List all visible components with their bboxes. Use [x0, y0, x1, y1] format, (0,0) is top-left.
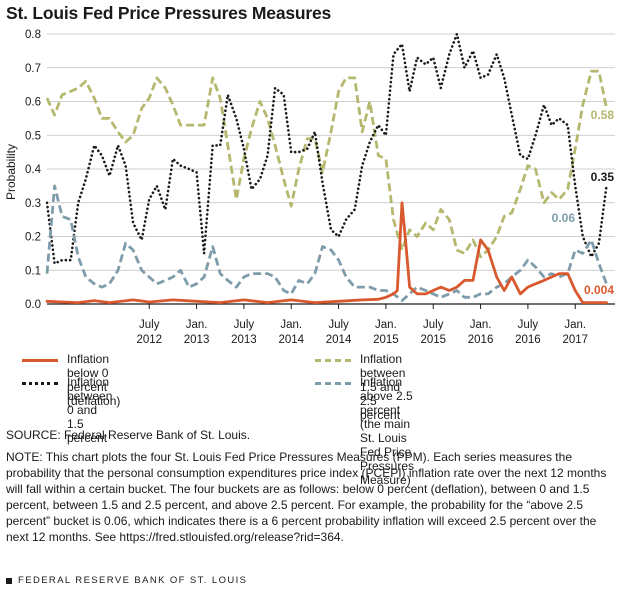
legend-label-0-to-1-5: Inflation between 0 and 1.5 percent: [67, 375, 113, 445]
grid: [47, 33, 615, 271]
legend-label-1-5-to-2-5: Inflation between 1.5 and 2.5 percent: [360, 352, 406, 422]
legend-item-above-2-5: Inflation above 2.5 percent (the main St…: [315, 375, 414, 487]
legend-swatch-0-to-1-5: [22, 382, 58, 385]
x-tick-month: Jan.: [280, 319, 302, 331]
legend-item-deflation: Inflation below 0 percent (deflation): [22, 352, 120, 408]
x-tick-month: Jan.: [186, 319, 208, 331]
x-tick-year: 2013: [231, 334, 257, 346]
legend-label-above-2-5-line2: (the main St. Louis Fed Price: [360, 417, 412, 459]
y-axis-label: Probability: [4, 144, 18, 200]
x-tick-month: Jan.: [564, 319, 586, 331]
legend-item-1-5-to-2-5: Inflation between 1.5 and 2.5 percent: [315, 352, 405, 422]
x-tick-month: July: [328, 319, 349, 331]
x-tick-year: 2016: [468, 334, 494, 346]
legend-swatch-above-2-5: [315, 382, 351, 385]
legend-label-above-2-5-line3: Pressures Measure): [360, 459, 415, 487]
x-tick-year: 2012: [136, 334, 162, 346]
x-tick-month: July: [234, 319, 255, 331]
x-axis: July 2012 Jan. 2013 July 2013 Jan. 2014 July 2014…: [47, 303, 615, 346]
series-deflation-line: [45, 201, 608, 304]
x-tick-year: 2014: [278, 334, 304, 346]
x-tick-year: 2015: [373, 334, 399, 346]
legend-label-deflation: Inflation below 0 percent (deflation): [67, 352, 121, 408]
end-label-above-2-5: 0.06: [552, 211, 576, 225]
y-tick-label: 0.3: [25, 198, 41, 210]
y-tick-label: 0.7: [25, 63, 41, 75]
y-tick-label: 0.6: [25, 97, 41, 109]
series-1-5-to-2-5-line: [45, 69, 608, 259]
legend-item-0-to-1-5: Inflation between 0 and 1.5 percent: [22, 375, 112, 445]
y-axis: 0.0 0.1 0.2 0.3 0.4 0.5 0.6 0.7 0.8: [25, 29, 42, 311]
x-tick-month: Jan.: [470, 319, 492, 331]
y-tick-label: 0.2: [25, 232, 41, 244]
chart-title: St. Louis Fed Price Pressures Measures: [6, 3, 332, 23]
legend-swatch-1-5-to-2-5: [315, 359, 351, 362]
note-text: NOTE: This chart plots the four St. Loui…: [6, 450, 607, 544]
x-tick-month: July: [139, 319, 160, 331]
y-tick-label: 0.1: [25, 265, 41, 277]
end-label-1-5-to-2-5: 0.58: [591, 108, 615, 122]
x-tick-month: July: [518, 319, 539, 331]
chart: July 2012 Jan. 2013 July 2013 Jan. 2014 July 2014…: [4, 29, 615, 346]
end-label-0-to-1-5: 0.35: [591, 170, 615, 184]
y-tick-label: 0.0: [25, 299, 41, 311]
y-tick-label: 0.4: [25, 164, 42, 176]
y-tick-label: 0.8: [25, 29, 41, 41]
x-tick-year: 2013: [184, 334, 210, 346]
x-tick-year: 2017: [562, 334, 588, 346]
footer-square-icon: [6, 577, 12, 584]
footer-text: FEDERAL RESERVE BANK OF ST. LOUIS: [18, 575, 248, 586]
notes: SOURCE: Federal Reserve Bank of St. Loui…: [6, 427, 616, 551]
end-label-deflation: 0.004: [584, 283, 614, 297]
x-tick-year: 2016: [515, 334, 541, 346]
legend-swatch-deflation: [22, 359, 58, 362]
x-tick-year: 2014: [326, 334, 352, 346]
series-0-to-1-5-line: [45, 32, 608, 265]
source-text: SOURCE: Federal Reserve Bank of St. Loui…: [6, 428, 251, 442]
x-tick-month: Jan.: [375, 319, 397, 331]
end-labels: 0.58 0.35 0.06 0.004: [552, 108, 615, 297]
footer: FEDERAL RESERVE BANK OF ST. LOUIS: [6, 575, 247, 586]
series-group: [45, 32, 608, 304]
y-tick-label: 0.5: [25, 130, 41, 142]
x-tick-year: 2015: [420, 334, 446, 346]
legend-label-above-2-5: Inflation above 2.5 percent: [360, 375, 413, 417]
x-tick-month: July: [423, 319, 444, 331]
